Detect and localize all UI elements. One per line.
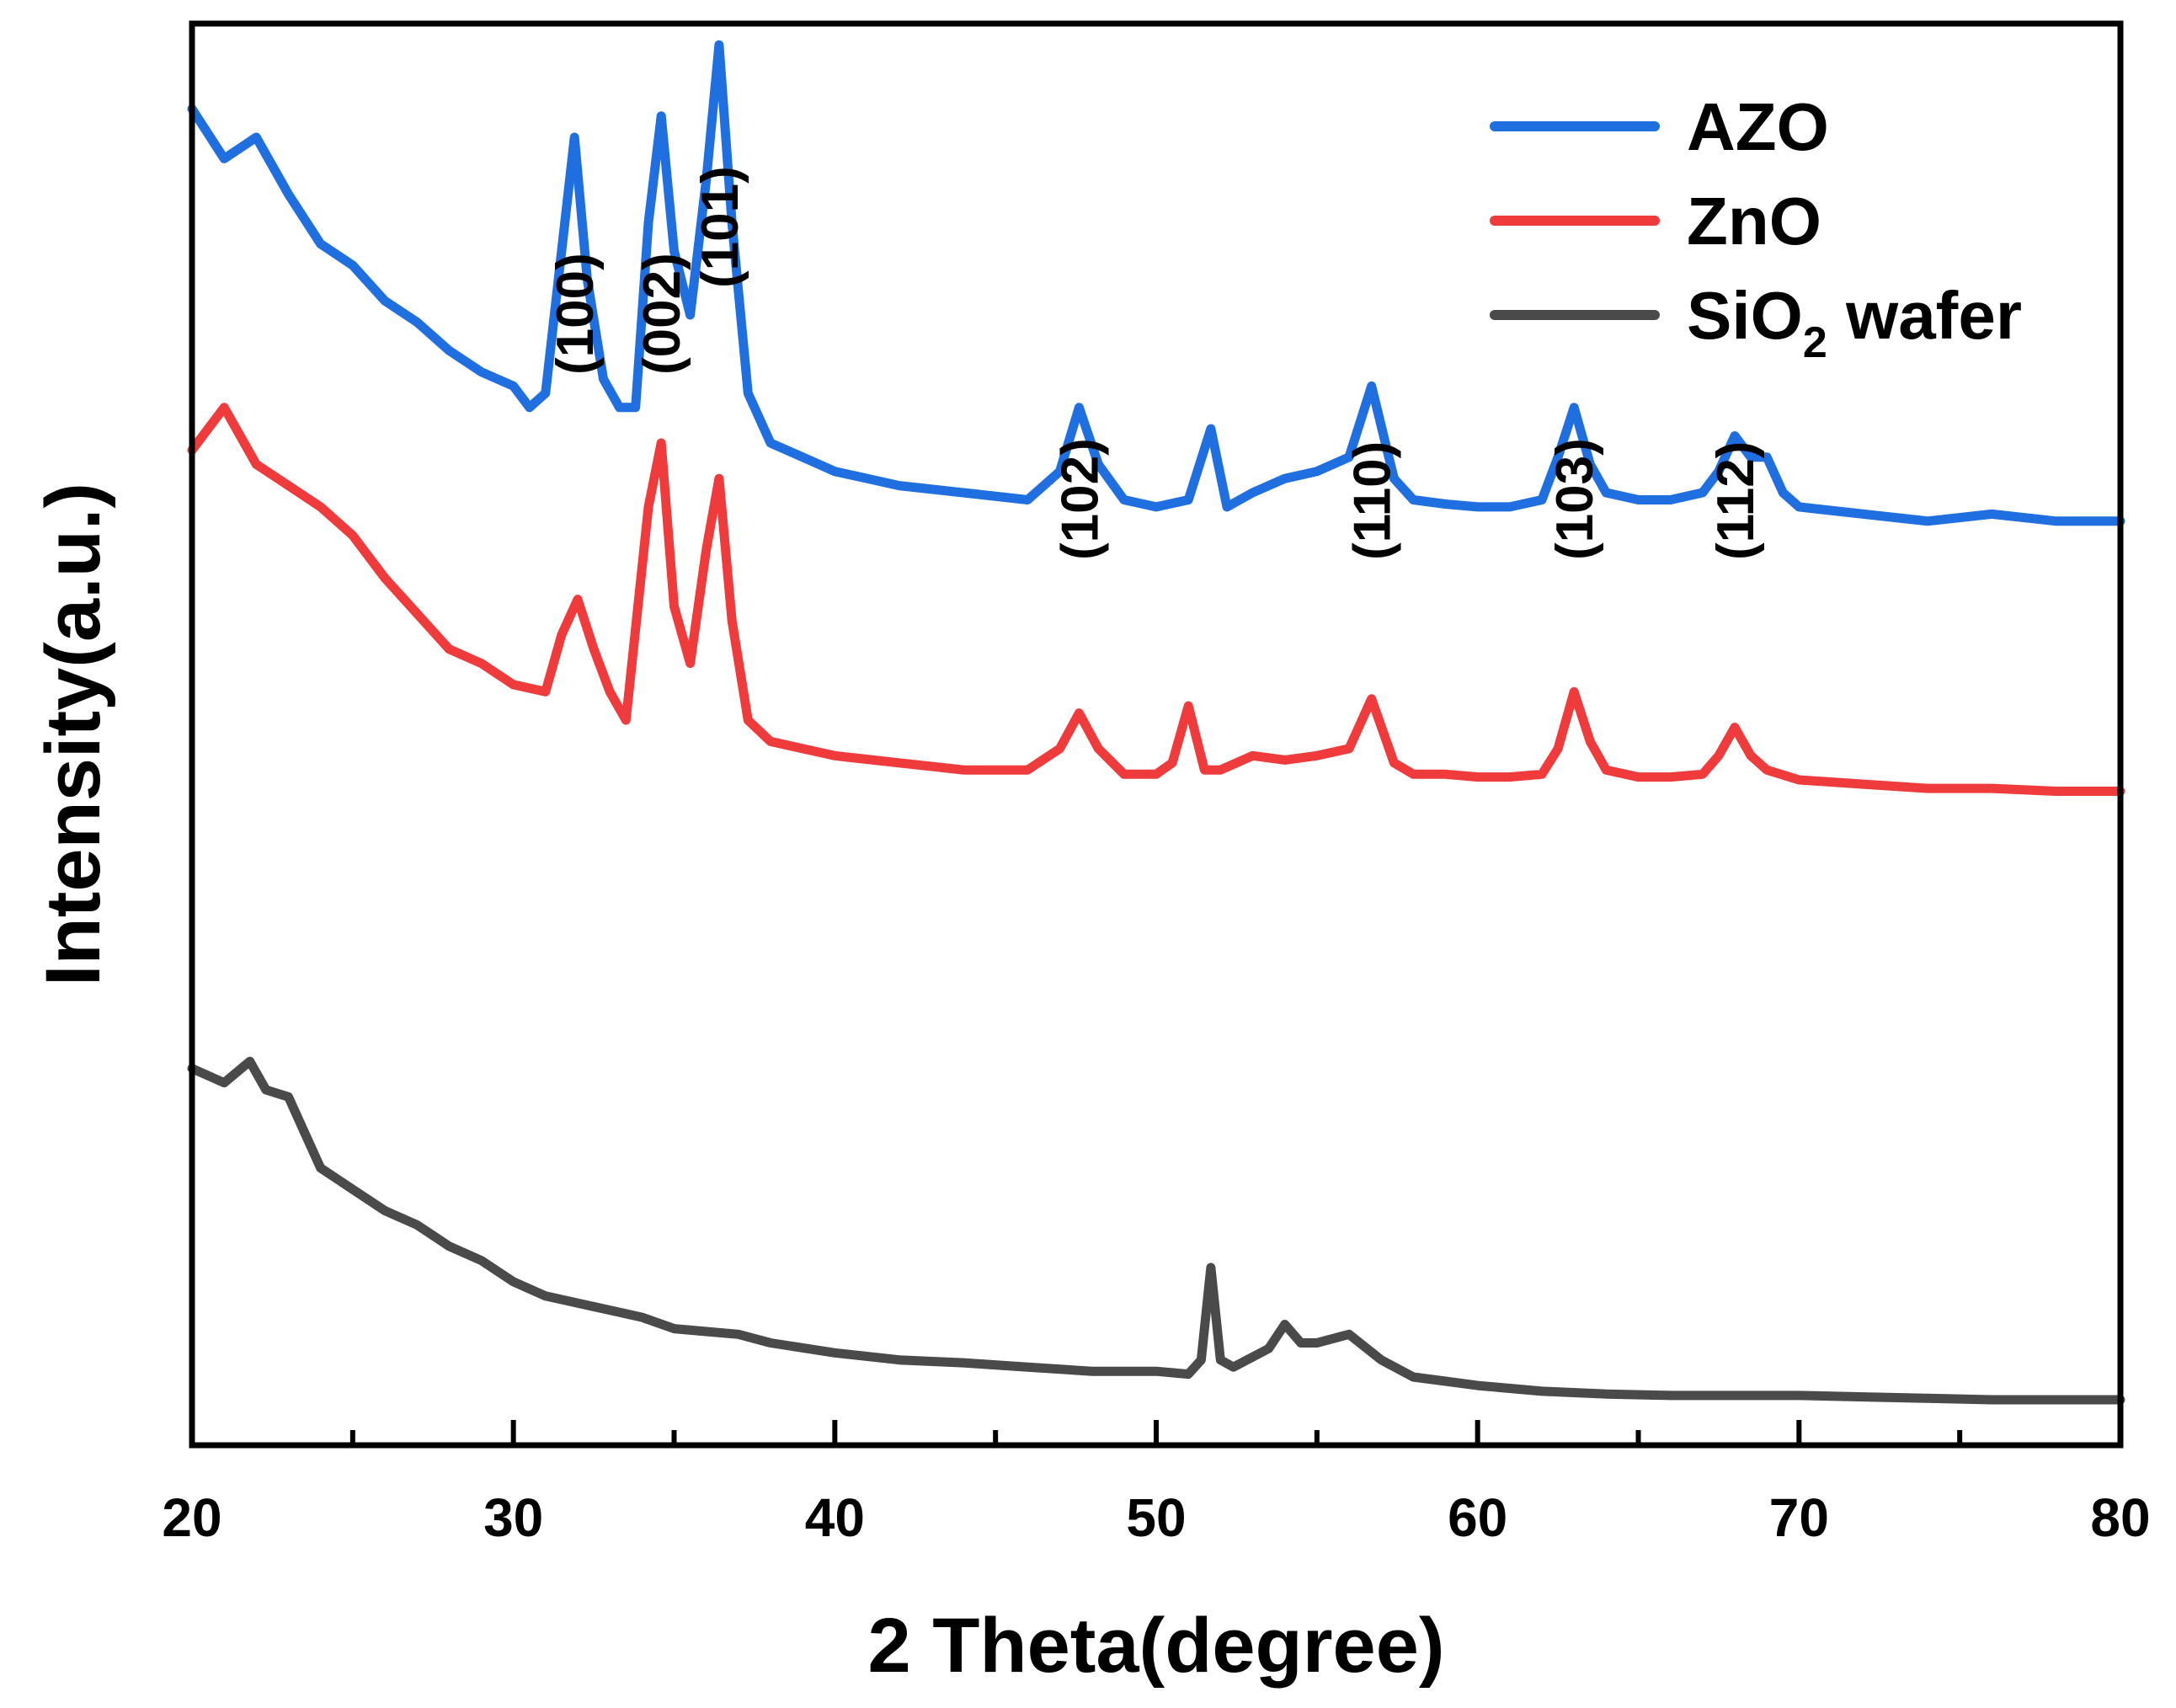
peak-labels: (100) (002)(101) (102) (110) (103) (112) (547, 166, 1765, 560)
x-tick-label-40: 40 (805, 1487, 865, 1548)
x-tick-label-50: 50 (1126, 1487, 1186, 1548)
series-line-zno (187, 403, 2125, 796)
x-tick-label-70: 70 (1769, 1487, 1829, 1548)
legend-label-azo: AZO (1687, 89, 1829, 164)
series-line-azo (187, 40, 2125, 526)
peak-label-110: (110) (1344, 441, 1402, 560)
peak-label-101: (101) (691, 166, 749, 288)
legend-sio2-base: SiO (1687, 278, 1803, 353)
x-tick-label-60: 60 (1448, 1487, 1507, 1548)
plot-frame (189, 20, 2124, 1449)
x-tick-label-20: 20 (162, 1487, 221, 1548)
legend: AZO ZnO SiO2 wafer (1490, 89, 2022, 367)
legend-label-sio2: SiO2 wafer (1687, 278, 2022, 367)
peak-label-002: (002) (633, 253, 691, 375)
series-layer (187, 40, 2125, 1405)
x-axis-ticks: 20 30 40 50 60 70 80 (162, 1420, 2151, 1548)
peak-label-102: (102) (1051, 438, 1109, 560)
x-axis-label: 2 Theta(degree) (867, 1603, 1444, 1689)
legend-sio2-suffix: wafer (1827, 278, 2022, 353)
peak-label-100: (100) (547, 253, 605, 375)
y-axis-label: Intensity(a.u.) (30, 483, 116, 986)
peak-label-112: (112) (1707, 441, 1765, 560)
peak-label-103: (103) (1546, 438, 1604, 560)
legend-label-zno: ZnO (1687, 184, 1821, 259)
x-tick-label-30: 30 (483, 1487, 543, 1548)
series-line-sio2-wafer (187, 1056, 2125, 1405)
x-tick-label-80: 80 (2090, 1487, 2150, 1548)
legend-sio2-subscript: 2 (1803, 318, 1827, 367)
